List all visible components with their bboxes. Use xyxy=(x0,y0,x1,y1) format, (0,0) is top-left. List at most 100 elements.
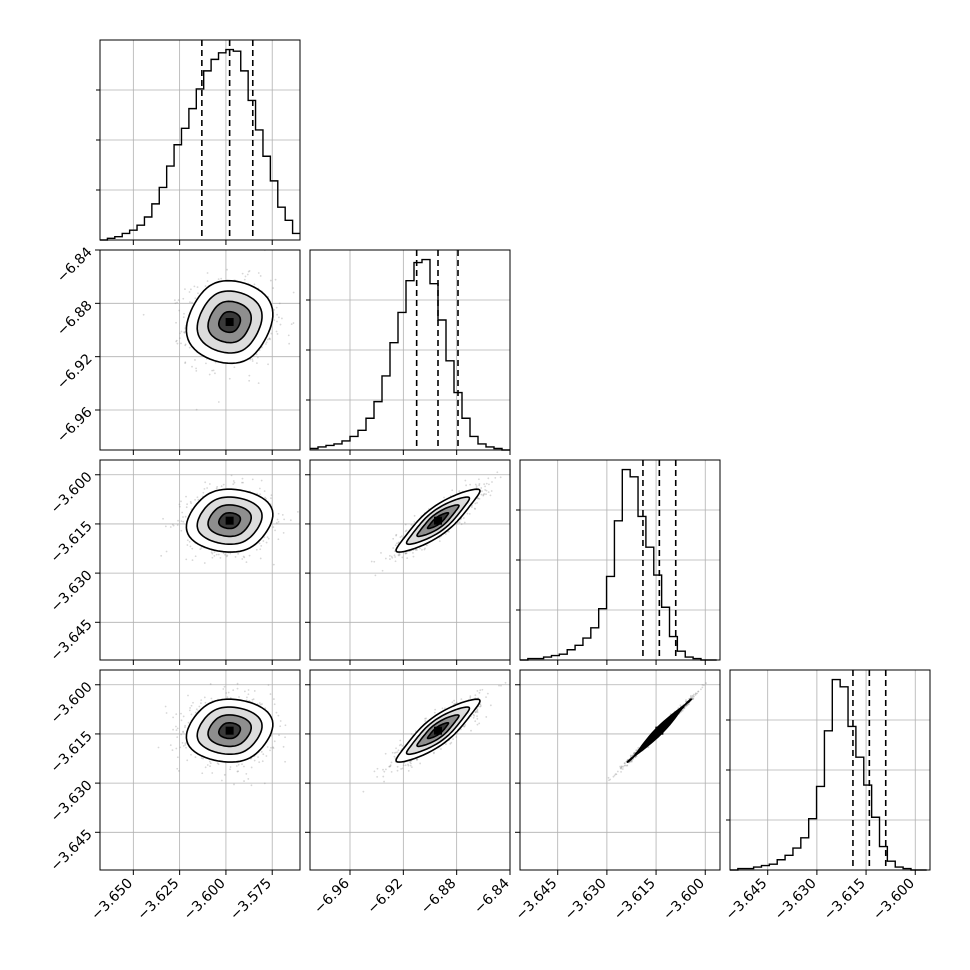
scatter-point xyxy=(494,476,497,479)
scatter-point xyxy=(694,692,697,695)
scatter-point xyxy=(487,491,490,494)
scatter-point xyxy=(476,723,479,726)
scatter-point xyxy=(184,743,187,746)
scatter-point xyxy=(633,751,636,754)
scatter-point xyxy=(177,299,180,301)
scatter-point xyxy=(697,690,700,693)
scatter-point xyxy=(272,746,274,749)
scatter-point xyxy=(466,512,469,515)
y-tick-label: −3.630 xyxy=(48,567,96,615)
scatter-point xyxy=(481,490,483,493)
scatter-point xyxy=(182,731,185,734)
hist-bin xyxy=(342,441,350,450)
scatter-point xyxy=(631,754,634,757)
scatter-point xyxy=(211,552,214,555)
scatter-point xyxy=(476,709,479,712)
scatter-point xyxy=(462,517,465,519)
scatter-point xyxy=(284,724,287,727)
scatter-point xyxy=(241,763,243,766)
hist-bin xyxy=(122,233,129,240)
hist-bin xyxy=(219,53,226,240)
scatter-point xyxy=(464,479,467,482)
y-tick-label: −3.645 xyxy=(48,617,96,665)
scatter-point xyxy=(184,742,187,745)
scatter-point xyxy=(383,770,386,773)
scatter-panel-1-3 xyxy=(309,669,511,871)
scatter-point xyxy=(483,483,486,486)
scatter-point xyxy=(425,717,428,720)
scatter-point xyxy=(395,534,397,537)
scatter-point xyxy=(473,714,476,717)
scatter-point xyxy=(289,519,292,522)
x-tick-label: −3.575 xyxy=(227,876,275,924)
scatter-point xyxy=(404,552,407,555)
scatter-point xyxy=(690,696,693,699)
scatter-point xyxy=(217,553,220,556)
scatter-point xyxy=(180,712,182,715)
hist-bin xyxy=(137,225,144,240)
hist-bin xyxy=(769,864,777,870)
scatter-point xyxy=(206,272,209,274)
scatter-point xyxy=(176,524,179,526)
scatter-point xyxy=(702,684,705,687)
scatter-point xyxy=(470,506,473,508)
scatter-point xyxy=(391,751,394,754)
scatter-point xyxy=(419,762,422,765)
scatter-point xyxy=(692,697,695,700)
hist-bin xyxy=(638,516,646,660)
scatter-point xyxy=(184,344,187,347)
scatter-point xyxy=(373,770,376,773)
scatter-point xyxy=(183,312,185,315)
scatter-point xyxy=(485,716,488,718)
scatter-point xyxy=(423,548,426,551)
scatter-point xyxy=(169,744,172,747)
hist-bin xyxy=(241,71,248,240)
scatter-point xyxy=(186,759,189,762)
scatter-point xyxy=(483,492,486,495)
hist-bin xyxy=(817,786,825,870)
scatter-panel-0-2 xyxy=(99,459,301,661)
scatter-point xyxy=(253,283,256,286)
scatter-point xyxy=(204,481,207,484)
scatter-point xyxy=(625,764,628,767)
scatter-point xyxy=(451,489,454,492)
scatter-point xyxy=(190,288,192,291)
scatter-point xyxy=(399,536,402,539)
scatter-point xyxy=(608,779,610,782)
scatter-point xyxy=(175,339,178,342)
scatter-point xyxy=(421,548,423,551)
scatter-point xyxy=(255,353,258,356)
scatter-point xyxy=(197,292,199,295)
scatter-point xyxy=(190,704,193,707)
scatter-point xyxy=(195,367,197,370)
scatter-point xyxy=(251,478,254,481)
scatter-point xyxy=(409,764,412,767)
scatter-point xyxy=(194,297,197,300)
hist-bin xyxy=(366,418,374,450)
scatter-point xyxy=(444,707,446,710)
scatter-point xyxy=(258,702,261,704)
scatter-point xyxy=(690,694,692,697)
scatter-point xyxy=(405,552,407,555)
scatter-point xyxy=(217,401,220,403)
scatter-point xyxy=(180,733,183,736)
scatter-point xyxy=(164,705,167,708)
scatter-point xyxy=(265,341,268,344)
scatter-point xyxy=(256,362,258,365)
scatter-point xyxy=(407,769,410,772)
scatter-point xyxy=(236,687,239,690)
scatter-point xyxy=(173,299,176,302)
scatter-point xyxy=(444,533,447,535)
scatter-point xyxy=(237,770,240,773)
scatter-point xyxy=(290,323,293,326)
scatter-point xyxy=(478,483,481,485)
scatter-point xyxy=(389,765,392,768)
y-tick-label: −6.96 xyxy=(54,404,96,446)
scatter-point xyxy=(620,770,622,773)
scatter-point xyxy=(210,697,213,700)
scatter-point xyxy=(476,717,479,720)
hist-bin xyxy=(374,402,382,450)
scatter-point xyxy=(255,548,258,551)
scatter-point xyxy=(269,749,271,752)
scatter-point xyxy=(194,555,197,558)
